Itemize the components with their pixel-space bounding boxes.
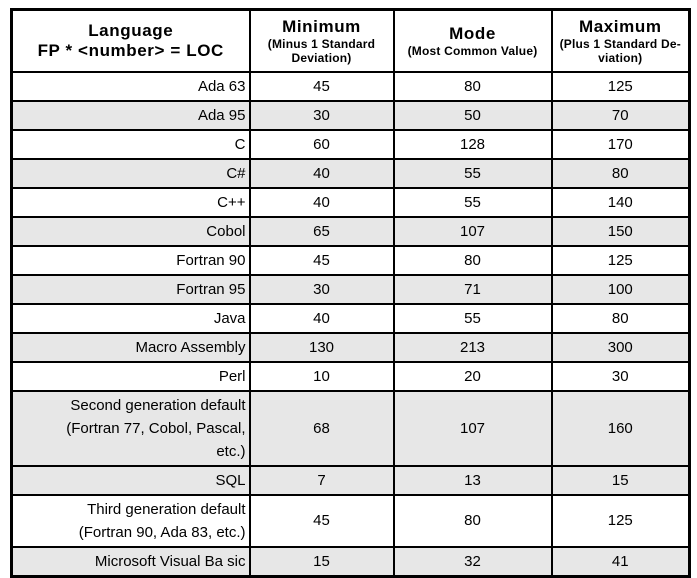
table-row: Macro Assembly 130 213 300 bbox=[10, 331, 691, 363]
table-row: Cobol 65 107 150 bbox=[10, 215, 691, 247]
maximum-cell: 150 bbox=[550, 215, 691, 247]
table-row: Java 40 55 80 bbox=[10, 302, 691, 334]
minimum-header-subtitle-line1: (Minus 1 Standard bbox=[267, 36, 376, 51]
minimum-cell: 10 bbox=[248, 360, 395, 392]
fp-loc-table: Language FP * <number> = LOC Minimum (Mi… bbox=[10, 8, 691, 578]
mode-cell: 55 bbox=[392, 157, 553, 189]
mode-cell: 107 bbox=[392, 389, 553, 467]
language-header-title: Language bbox=[88, 20, 174, 40]
table-row: SQL 7 13 15 bbox=[10, 464, 691, 496]
minimum-header-title: Minimum bbox=[282, 16, 361, 36]
maximum-cell: 170 bbox=[550, 128, 691, 160]
language-cell: C# bbox=[10, 157, 251, 189]
minimum-cell: 40 bbox=[248, 302, 395, 334]
table-row: Second generation default (Fortran 77, C… bbox=[10, 389, 691, 467]
language-cell: Second generation default (Fortran 77, C… bbox=[10, 389, 251, 467]
maximum-cell: 100 bbox=[550, 273, 691, 305]
mode-cell: 80 bbox=[392, 244, 553, 276]
mode-cell: 71 bbox=[392, 273, 553, 305]
maximum-cell: 41 bbox=[550, 545, 691, 577]
maximum-header-subtitle-line2: viation) bbox=[598, 50, 643, 65]
minimum-cell: 40 bbox=[248, 186, 395, 218]
mode-cell: 55 bbox=[392, 186, 553, 218]
minimum-cell: 45 bbox=[248, 244, 395, 276]
minimum-cell: 45 bbox=[248, 493, 395, 548]
language-cell: Java bbox=[10, 302, 251, 334]
minimum-cell: 45 bbox=[248, 70, 395, 102]
table-row: C++ 40 55 140 bbox=[10, 186, 691, 218]
language-cell: Ada 95 bbox=[10, 99, 251, 131]
col-header-minimum: Minimum (Minus 1 Standard Deviation) bbox=[248, 8, 395, 73]
maximum-cell: 125 bbox=[550, 244, 691, 276]
mode-cell: 13 bbox=[392, 464, 553, 496]
mode-cell: 55 bbox=[392, 302, 553, 334]
table-row: C 60 128 170 bbox=[10, 128, 691, 160]
table-row: Microsoft Visual Ba sic 15 32 41 bbox=[10, 545, 691, 577]
minimum-cell: 7 bbox=[248, 464, 395, 496]
maximum-cell: 15 bbox=[550, 464, 691, 496]
mode-cell: 50 bbox=[392, 99, 553, 131]
language-cell: Macro Assembly bbox=[10, 331, 251, 363]
mode-cell: 20 bbox=[392, 360, 553, 392]
minimum-cell: 15 bbox=[248, 545, 395, 577]
table-row: Fortran 95 30 71 100 bbox=[10, 273, 691, 305]
table-row: Ada 63 45 80 125 bbox=[10, 70, 691, 102]
mode-cell: 80 bbox=[392, 493, 553, 548]
language-cell: Third generation default (Fortran 90, Ad… bbox=[10, 493, 251, 548]
minimum-cell: 68 bbox=[248, 389, 395, 467]
language-cell: Microsoft Visual Ba sic bbox=[10, 545, 251, 577]
language-cell: Cobol bbox=[10, 215, 251, 247]
table-row: Perl 10 20 30 bbox=[10, 360, 691, 392]
language-cell: C++ bbox=[10, 186, 251, 218]
col-header-maximum: Maximum (Plus 1 Standard De- viation) bbox=[550, 8, 691, 73]
maximum-header-subtitle-line1: (Plus 1 Standard De- bbox=[559, 36, 681, 51]
table-header: Language FP * <number> = LOC Minimum (Mi… bbox=[10, 8, 691, 73]
language-cell: SQL bbox=[10, 464, 251, 496]
table-row: C# 40 55 80 bbox=[10, 157, 691, 189]
maximum-cell: 125 bbox=[550, 70, 691, 102]
language-cell: C bbox=[10, 128, 251, 160]
mode-cell: 32 bbox=[392, 545, 553, 577]
minimum-cell: 130 bbox=[248, 331, 395, 363]
mode-cell: 107 bbox=[392, 215, 553, 247]
maximum-header-title: Maximum bbox=[578, 16, 662, 36]
table-row: Third generation default (Fortran 90, Ad… bbox=[10, 493, 691, 548]
maximum-cell: 70 bbox=[550, 99, 691, 131]
table-row: Ada 95 30 50 70 bbox=[10, 99, 691, 131]
maximum-cell: 80 bbox=[550, 157, 691, 189]
language-cell: Perl bbox=[10, 360, 251, 392]
mode-header-subtitle: (Most Common Value) bbox=[407, 43, 538, 58]
mode-cell: 128 bbox=[392, 128, 553, 160]
language-cell: Fortran 95 bbox=[10, 273, 251, 305]
table-row: Fortran 90 45 80 125 bbox=[10, 244, 691, 276]
maximum-cell: 160 bbox=[550, 389, 691, 467]
maximum-cell: 140 bbox=[550, 186, 691, 218]
table-body: Ada 63 45 80 125 Ada 95 30 50 70 C 60 128 170 C# 40 55… bbox=[10, 70, 691, 577]
minimum-cell: 30 bbox=[248, 99, 395, 131]
mode-cell: 213 bbox=[392, 331, 553, 363]
minimum-cell: 30 bbox=[248, 273, 395, 305]
minimum-cell: 60 bbox=[248, 128, 395, 160]
mode-header-title: Mode bbox=[449, 23, 496, 43]
maximum-cell: 125 bbox=[550, 493, 691, 548]
language-header-formula: FP * <number> = LOC bbox=[37, 40, 224, 60]
col-header-mode: Mode (Most Common Value) bbox=[392, 8, 553, 73]
col-header-language: Language FP * <number> = LOC bbox=[10, 8, 251, 73]
header-row: Language FP * <number> = LOC Minimum (Mi… bbox=[10, 8, 691, 73]
minimum-cell: 65 bbox=[248, 215, 395, 247]
mode-cell: 80 bbox=[392, 70, 553, 102]
maximum-cell: 300 bbox=[550, 331, 691, 363]
maximum-cell: 30 bbox=[550, 360, 691, 392]
minimum-cell: 40 bbox=[248, 157, 395, 189]
language-cell: Ada 63 bbox=[10, 70, 251, 102]
minimum-header-subtitle-line2: Deviation) bbox=[291, 50, 352, 65]
maximum-cell: 80 bbox=[550, 302, 691, 334]
language-cell: Fortran 90 bbox=[10, 244, 251, 276]
